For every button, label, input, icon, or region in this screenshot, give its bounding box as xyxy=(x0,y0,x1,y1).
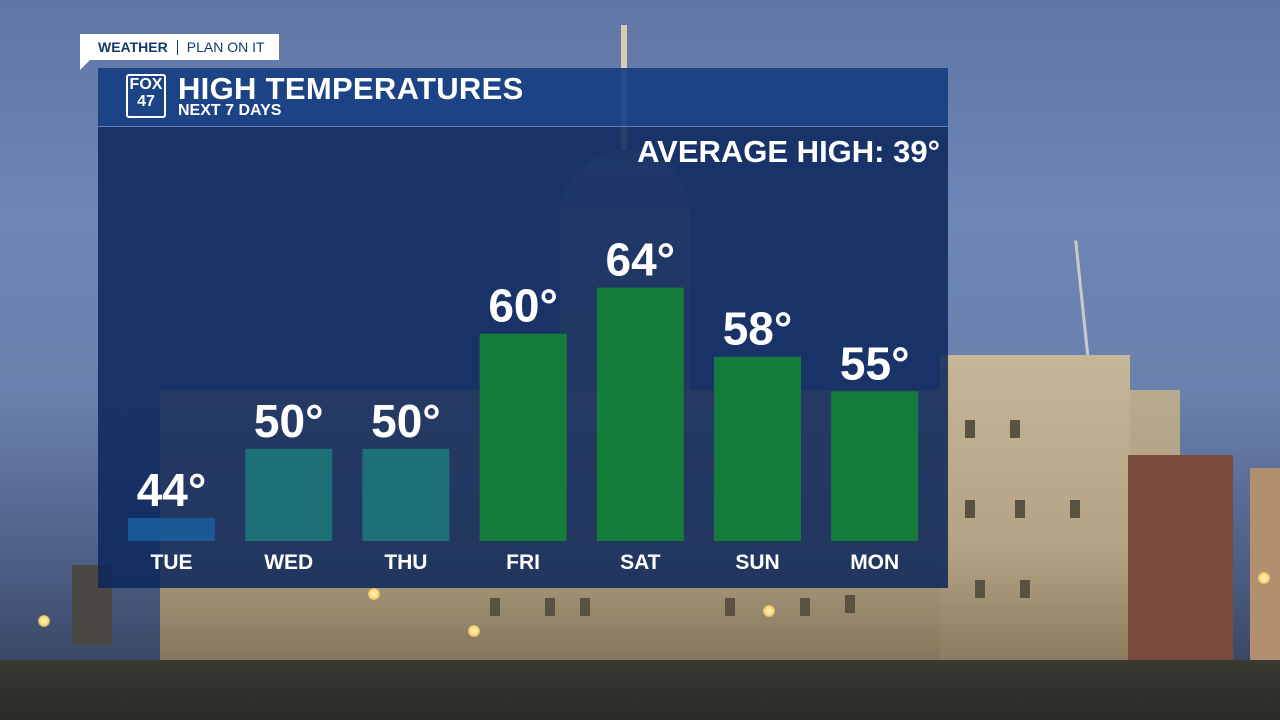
street-lamp xyxy=(38,615,50,627)
street-lamp xyxy=(763,605,775,617)
bar-sun xyxy=(714,356,801,541)
value-label-thu: 50° xyxy=(371,395,441,447)
bar-fri xyxy=(479,333,567,541)
bar-tue xyxy=(128,517,215,541)
value-label-tue: 44° xyxy=(137,464,207,516)
fence-foreground xyxy=(0,660,1280,720)
window xyxy=(800,598,810,616)
day-label-fri: FRI xyxy=(506,551,540,574)
logo-line-2: 47 xyxy=(137,93,155,110)
day-label-tue: TUE xyxy=(151,551,193,574)
bar-thu xyxy=(362,448,450,541)
average-high-label: AVERAGE HIGH: 39° xyxy=(637,134,940,169)
brand-tagline: PLAN ON IT xyxy=(186,39,265,55)
day-label-wed: WED xyxy=(264,551,313,574)
brand-divider xyxy=(176,39,178,55)
brand-name: WEATHER xyxy=(98,39,168,55)
right-building xyxy=(1250,468,1280,668)
value-label-sat: 64° xyxy=(606,234,676,286)
window xyxy=(1015,500,1025,518)
street-lamp xyxy=(468,625,480,637)
station-logo: FOX 47 xyxy=(126,74,166,118)
bar-wed xyxy=(245,448,333,541)
value-label-fri: 60° xyxy=(488,280,558,332)
day-label-sun: SUN xyxy=(735,551,779,574)
bar-sat xyxy=(596,287,684,541)
chart-panel: AVERAGE HIGH: 39° 44° TUE 50° WED 50° THU 60° F… xyxy=(98,127,948,588)
window xyxy=(845,595,855,613)
window xyxy=(580,598,590,616)
window xyxy=(1010,420,1020,438)
window xyxy=(490,598,500,616)
window xyxy=(1070,500,1080,518)
brand-tag: WEATHER PLAN ON IT xyxy=(80,34,279,70)
day-label-thu: THU xyxy=(384,551,427,574)
value-label-wed: 50° xyxy=(254,395,324,447)
bar-mon xyxy=(831,391,919,541)
value-label-mon: 55° xyxy=(840,337,910,389)
window xyxy=(965,500,975,518)
graphic-header: FOX 47 HIGH TEMPERATURES NEXT 7 DAYS xyxy=(98,68,948,127)
window xyxy=(545,598,555,616)
graphic-subtitle: NEXT 7 DAYS xyxy=(178,102,282,119)
street-lamp xyxy=(368,588,380,600)
brick-tower xyxy=(1128,455,1233,675)
window xyxy=(725,598,735,616)
window xyxy=(965,420,975,438)
temperature-bar-chart: 44° TUE 50° WED 50° THU 60° FRI 64° SAT 58° SUN 55° M… xyxy=(128,234,919,574)
window xyxy=(1020,580,1030,598)
graphic-title: HIGH TEMPERATURES xyxy=(178,71,524,106)
brand-tag-pointer xyxy=(80,60,90,70)
day-label-sat: SAT xyxy=(620,551,661,574)
value-label-sun: 58° xyxy=(723,303,793,355)
day-label-mon: MON xyxy=(850,551,899,574)
logo-line-1: FOX xyxy=(129,76,163,93)
street-lamp xyxy=(1258,572,1270,584)
window xyxy=(975,580,985,598)
